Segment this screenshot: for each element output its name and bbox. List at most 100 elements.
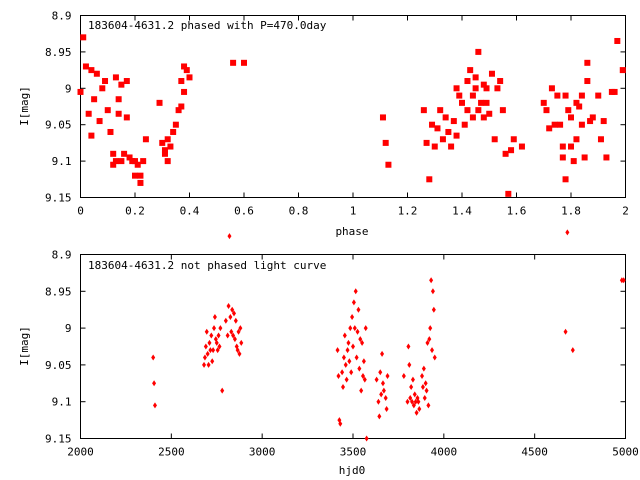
data-point (151, 354, 156, 361)
data-point (347, 358, 352, 365)
data-point (430, 347, 435, 354)
data-point (110, 161, 117, 168)
data-point (161, 150, 168, 157)
data-point (595, 92, 602, 99)
data-point (80, 34, 87, 41)
data-point (589, 114, 596, 121)
data-point (115, 110, 122, 117)
data-point (568, 114, 574, 121)
data-point (472, 74, 479, 81)
x-tick-label: 5000 (612, 446, 639, 459)
data-point (172, 121, 179, 128)
data-point (229, 328, 234, 335)
data-point (424, 387, 429, 394)
data-point (336, 372, 341, 379)
data-point (557, 121, 564, 128)
data-point (345, 347, 350, 354)
y-tick-label: 9.1 (52, 155, 72, 168)
data-point (217, 343, 222, 350)
x-tick-label: 2000 (67, 446, 94, 459)
unphased-light-curve-panel: 2000 2500 3000 3500 4000 4500 5000 8.9 8.95 9 9.0… (18, 229, 639, 477)
data-point (425, 339, 430, 346)
x-tick-label: 3000 (249, 446, 276, 459)
data-point (123, 78, 130, 85)
data-point (170, 128, 177, 135)
data-point (551, 121, 558, 128)
data-point (437, 107, 444, 114)
y-tick-label: 9.05 (45, 119, 72, 132)
y-tick-labels: 8.9 8.95 9 9.05 9.1 9.15 (45, 10, 72, 205)
data-point (414, 409, 419, 416)
data-point (488, 70, 495, 77)
data-point (118, 158, 125, 165)
data-point (134, 161, 141, 168)
data-point (554, 92, 561, 99)
data-point (413, 398, 418, 405)
data-point (354, 354, 359, 361)
data-point (207, 339, 212, 346)
data-point (611, 88, 618, 95)
data-point (363, 325, 368, 332)
data-point (209, 332, 214, 339)
data-point (216, 332, 221, 339)
y-tick-labels: 8.9 8.95 9 9.05 9.1 9.15 (45, 249, 72, 446)
data-point (181, 63, 188, 70)
data-point (211, 347, 216, 354)
data-point (204, 328, 209, 335)
y-tick-label: 9.05 (45, 359, 72, 372)
data-point (226, 303, 231, 310)
data-point (408, 395, 413, 402)
data-point (409, 383, 414, 390)
data-point (132, 158, 138, 165)
data-point (410, 376, 415, 383)
data-point (434, 125, 441, 132)
data-point (107, 128, 114, 135)
data-point (212, 314, 217, 321)
data-point (565, 229, 570, 236)
x-tick-label: 0.6 (234, 205, 254, 218)
x-tick-label: 1.8 (561, 205, 581, 218)
data-point (152, 380, 157, 387)
data-point (88, 67, 95, 74)
data-point (411, 402, 416, 409)
data-point (93, 70, 100, 77)
data-point (343, 361, 348, 368)
data-point (206, 361, 211, 368)
data-point (548, 85, 555, 92)
data-point (91, 96, 98, 103)
data-point (464, 78, 471, 85)
data-point (508, 147, 515, 154)
data-point (497, 78, 504, 85)
data-point (475, 107, 482, 114)
data-point (356, 306, 361, 313)
data-point (359, 387, 364, 394)
data-point (480, 114, 487, 121)
data-point (431, 143, 438, 150)
data-point (220, 387, 225, 394)
x-tick-labels: 0 0.2 0.4 0.6 0.8 1 1.2 1.4 1.6 1.8 2 (77, 205, 629, 218)
data-point (464, 107, 471, 114)
data-point (225, 332, 230, 339)
data-point (584, 78, 591, 85)
x-tick-label: 4000 (431, 446, 458, 459)
data-point (205, 350, 210, 357)
data-point (112, 158, 119, 165)
data-point (426, 402, 431, 409)
data-point (360, 372, 365, 379)
data-point (429, 121, 436, 128)
data-point (459, 99, 465, 106)
y-tick-label: 9.15 (45, 433, 72, 446)
data-point (215, 347, 220, 354)
data-point (341, 354, 346, 361)
data-point (486, 110, 493, 117)
data-point (499, 107, 506, 114)
data-point (576, 103, 583, 110)
data-point (164, 136, 171, 143)
data-point (241, 59, 247, 66)
data-point (483, 85, 490, 92)
plot-frame (80, 15, 626, 198)
data-point (85, 110, 92, 117)
data-point (96, 118, 103, 125)
data-point (161, 147, 168, 154)
x-tick-label: 0.8 (289, 205, 309, 218)
